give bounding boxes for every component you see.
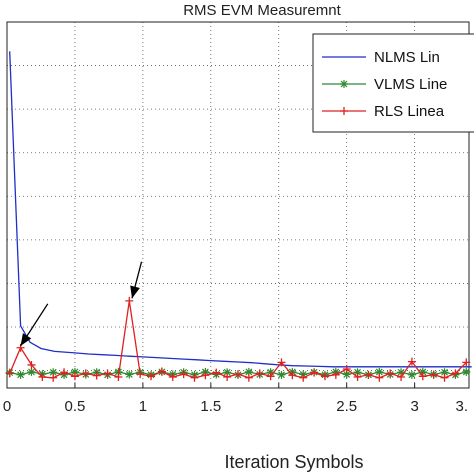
plus-marker bbox=[38, 373, 47, 382]
annotation-layer bbox=[20, 261, 143, 347]
plus-marker bbox=[157, 367, 166, 376]
star-marker bbox=[375, 367, 384, 376]
star-marker bbox=[70, 367, 79, 376]
plus-marker bbox=[331, 370, 340, 379]
star-marker bbox=[27, 367, 36, 376]
plus-marker bbox=[266, 372, 275, 381]
plus-marker bbox=[201, 371, 210, 380]
star-marker bbox=[266, 368, 275, 377]
plus-marker bbox=[440, 373, 449, 382]
star-marker bbox=[397, 368, 406, 377]
star-marker bbox=[244, 367, 253, 376]
star-marker bbox=[277, 370, 286, 379]
legend-label: RLS Linea bbox=[374, 103, 445, 120]
plus-marker bbox=[103, 369, 112, 378]
star-marker bbox=[440, 368, 449, 377]
plus-marker bbox=[462, 358, 471, 367]
legend: NLMS Lin VLMS Line RLS Linea bbox=[312, 33, 474, 133]
plus-marker bbox=[418, 372, 427, 381]
x-tick-label: 2.5 bbox=[336, 398, 357, 415]
star-marker bbox=[418, 367, 427, 376]
plus-marker bbox=[255, 369, 264, 378]
plus-marker bbox=[375, 373, 384, 382]
star-marker bbox=[342, 370, 351, 379]
series-3 bbox=[5, 296, 471, 382]
plus-marker bbox=[70, 372, 79, 381]
x-axis-ticks: 0 0.5 1 1.5 2 2.5 3 3. bbox=[3, 383, 468, 415]
star-marker bbox=[353, 368, 362, 377]
series-line bbox=[9, 51, 472, 368]
plus-marker bbox=[299, 373, 308, 382]
plus-marker bbox=[407, 357, 416, 366]
star-marker bbox=[49, 368, 58, 377]
arrow-head bbox=[130, 285, 140, 299]
plus-marker bbox=[179, 370, 188, 379]
plus-marker bbox=[234, 370, 242, 379]
plus-marker bbox=[49, 373, 58, 382]
plus-marker bbox=[92, 371, 101, 380]
plus-marker bbox=[310, 368, 319, 377]
plus-marker bbox=[114, 373, 123, 382]
legend-label: VLMS Line bbox=[374, 76, 447, 93]
star-marker bbox=[340, 80, 348, 88]
x-tick-label: 2 bbox=[275, 398, 283, 415]
x-tick-label: 0.5 bbox=[65, 398, 86, 415]
plus-marker bbox=[212, 368, 221, 377]
plus-marker bbox=[320, 372, 329, 381]
plus-marker bbox=[147, 372, 156, 381]
x-axis-label: Iteration Symbols bbox=[224, 452, 363, 472]
plus-marker bbox=[386, 369, 395, 378]
plus-marker bbox=[451, 369, 460, 378]
x-tick-label: 1.5 bbox=[200, 398, 221, 415]
x-tick-label: 1 bbox=[139, 398, 147, 415]
plus-marker bbox=[60, 368, 69, 377]
plus-marker bbox=[223, 373, 232, 382]
plus-marker bbox=[277, 358, 286, 367]
star-marker bbox=[407, 370, 416, 379]
x-tick-label-clipped: 3. bbox=[455, 398, 468, 415]
arrow-head bbox=[20, 333, 32, 346]
plus-marker bbox=[81, 369, 90, 378]
plus-marker bbox=[364, 370, 373, 379]
plus-marker bbox=[353, 373, 362, 382]
plus-marker bbox=[244, 373, 253, 382]
star-marker bbox=[223, 368, 232, 377]
plus-marker bbox=[136, 370, 145, 379]
plus-marker bbox=[342, 364, 351, 373]
plus-marker bbox=[168, 373, 177, 382]
legend-box bbox=[312, 33, 474, 133]
plus-marker bbox=[125, 296, 134, 305]
star-marker bbox=[125, 370, 134, 379]
star-marker bbox=[462, 367, 471, 376]
chart-title: RMS EVM Measuremnt bbox=[183, 2, 341, 19]
plus-marker bbox=[190, 373, 199, 382]
series-layer bbox=[5, 51, 472, 382]
star-marker bbox=[114, 367, 123, 376]
x-tick-label: 0 bbox=[3, 398, 11, 415]
plus-marker bbox=[27, 360, 36, 369]
plot-area-frame bbox=[6, 21, 470, 389]
plus-marker bbox=[340, 107, 348, 115]
plus-marker bbox=[429, 370, 438, 379]
star-marker bbox=[16, 370, 25, 379]
legend-label: NLMS Lin bbox=[374, 49, 440, 66]
series-1 bbox=[9, 51, 472, 368]
plus-marker bbox=[288, 371, 297, 380]
plus-marker bbox=[397, 373, 406, 382]
plus-marker bbox=[5, 369, 14, 378]
x-tick-label: 3 bbox=[410, 398, 418, 415]
